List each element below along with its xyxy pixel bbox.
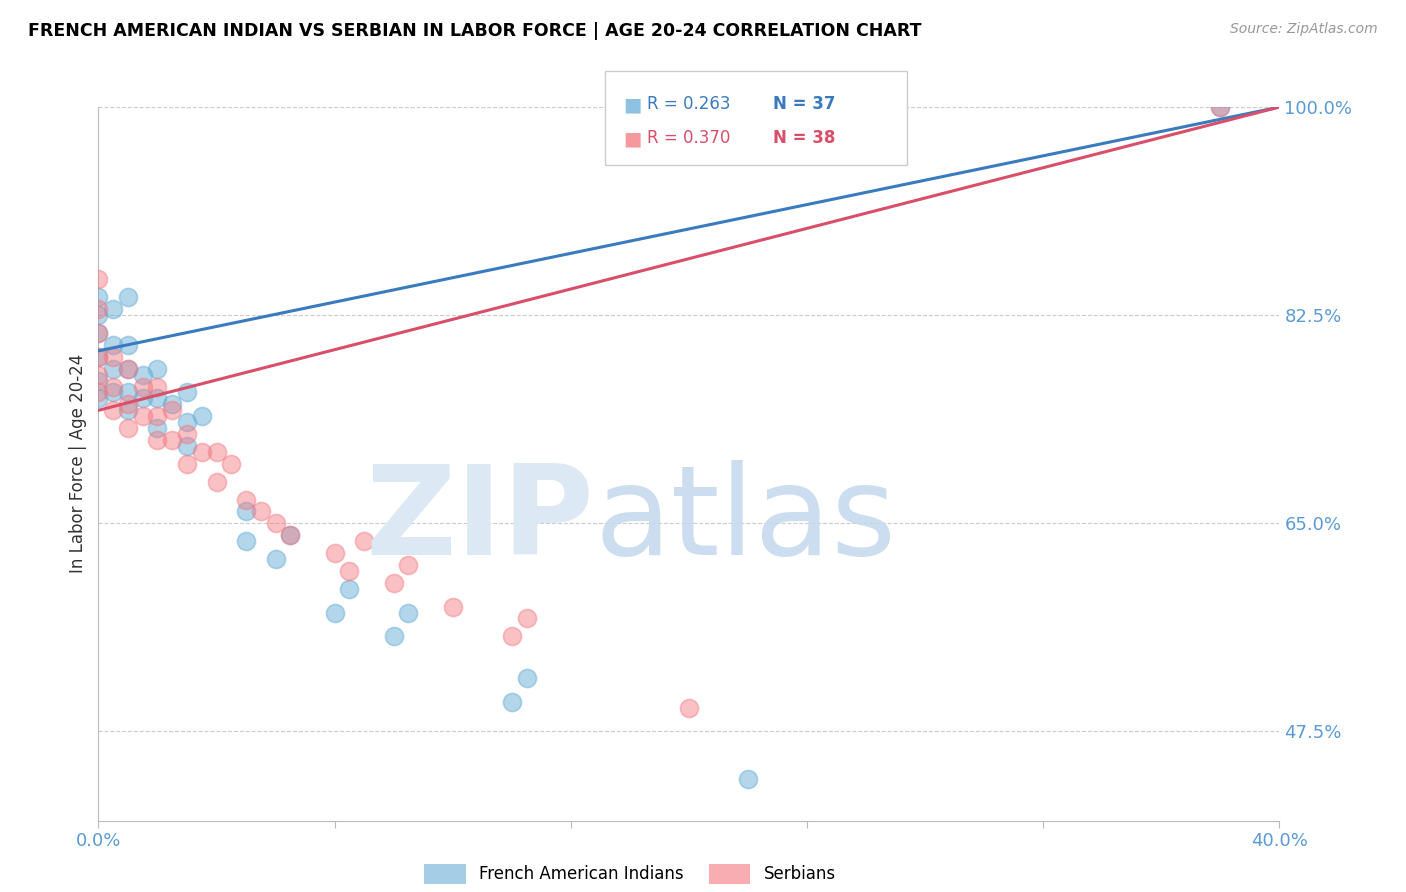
Point (176, 385, 198, 400)
Point (87, 290, 110, 304)
Point (176, 427, 198, 442)
Point (441, 599, 464, 614)
Point (103, 379, 125, 393)
Point (323, 606, 346, 620)
Point (219, 457, 242, 471)
Point (162, 433, 183, 447)
Point (162, 403, 183, 417)
Text: Source: ZipAtlas.com: Source: ZipAtlas.com (1230, 22, 1378, 37)
Point (382, 629, 405, 643)
Point (235, 534, 257, 549)
Point (1209, 100, 1232, 114)
Point (205, 445, 228, 459)
Text: atlas: atlas (595, 460, 897, 582)
Point (117, 290, 139, 304)
Point (264, 516, 287, 531)
Point (146, 361, 169, 376)
Point (87, 350, 110, 364)
Point (87, 374, 110, 388)
Point (117, 385, 139, 400)
Point (87, 326, 110, 340)
Point (103, 385, 125, 400)
Point (87, 272, 110, 286)
Point (162, 397, 183, 411)
Point (132, 379, 155, 393)
Point (205, 475, 228, 489)
Point (501, 629, 523, 643)
Point (87, 302, 110, 317)
Point (87, 385, 110, 400)
Point (176, 457, 198, 471)
Point (146, 421, 169, 435)
Text: N = 37: N = 37 (773, 95, 835, 113)
Y-axis label: In Labor Force | Age 20-24: In Labor Force | Age 20-24 (69, 354, 87, 574)
Point (117, 361, 139, 376)
Point (117, 338, 139, 352)
Point (117, 361, 139, 376)
Text: ■: ■ (623, 129, 641, 148)
Point (87, 392, 110, 406)
Point (396, 606, 419, 620)
Point (103, 338, 125, 352)
Text: R = 0.263: R = 0.263 (647, 95, 730, 113)
Point (678, 700, 700, 714)
Text: ZIP: ZIP (366, 460, 595, 582)
Point (191, 409, 214, 424)
Point (353, 534, 375, 549)
Point (132, 409, 155, 424)
Point (117, 421, 139, 435)
Point (515, 671, 537, 685)
Point (176, 415, 198, 429)
Point (146, 379, 169, 393)
Point (339, 582, 360, 596)
Point (235, 504, 257, 518)
Point (146, 433, 169, 447)
Point (501, 695, 523, 709)
Point (132, 392, 155, 406)
Text: FRENCH AMERICAN INDIAN VS SERBIAN IN LABOR FORCE | AGE 20-24 CORRELATION CHART: FRENCH AMERICAN INDIAN VS SERBIAN IN LAB… (28, 22, 921, 40)
Point (176, 439, 198, 453)
Point (278, 528, 302, 542)
Legend: French American Indians, Serbians: French American Indians, Serbians (418, 857, 842, 891)
Point (117, 403, 139, 417)
Point (103, 361, 125, 376)
Point (87, 368, 110, 382)
Point (132, 368, 155, 382)
Point (396, 558, 419, 572)
Point (103, 350, 125, 364)
Point (146, 409, 169, 424)
Point (103, 302, 125, 317)
Point (146, 392, 169, 406)
Point (191, 445, 214, 459)
Point (278, 528, 302, 542)
Point (1209, 100, 1232, 114)
Point (117, 397, 139, 411)
Point (250, 504, 273, 518)
Point (87, 308, 110, 322)
Point (87, 326, 110, 340)
Point (737, 772, 759, 786)
Text: R = 0.370: R = 0.370 (647, 129, 730, 147)
Point (323, 546, 346, 560)
Point (264, 552, 287, 566)
Text: N = 38: N = 38 (773, 129, 835, 147)
Point (235, 492, 257, 507)
Point (339, 564, 360, 578)
Point (87, 350, 110, 364)
Point (515, 611, 537, 625)
Point (382, 575, 405, 590)
Point (103, 403, 125, 417)
Text: ■: ■ (623, 95, 641, 114)
